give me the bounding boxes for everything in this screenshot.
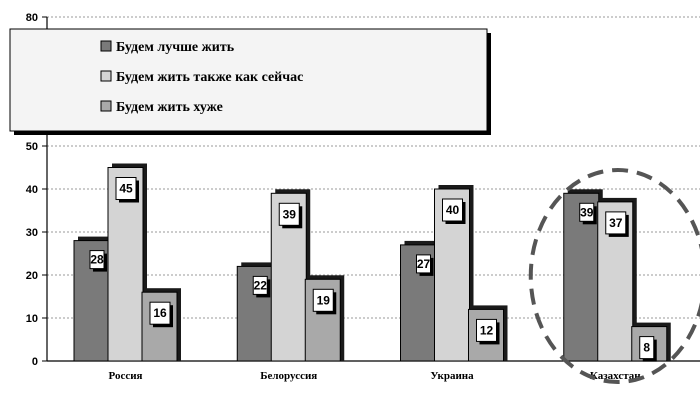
data-label: 22 — [254, 278, 268, 292]
y-tick-label: 50 — [26, 141, 38, 153]
data-label: 12 — [480, 323, 494, 337]
legend-label: Будем жить хуже — [116, 100, 223, 115]
category-label: Украина — [430, 370, 474, 382]
data-label: 39 — [283, 207, 297, 221]
legend: Будем лучше жить Будем жить также как сей… — [10, 29, 491, 135]
y-tick-label: 80 — [26, 12, 38, 24]
data-label: 8 — [643, 341, 650, 355]
category-label: Белоруссия — [260, 370, 317, 382]
y-tick-label: 10 — [26, 313, 38, 325]
legend-swatch — [101, 101, 111, 111]
category-labels: Россия Белоруссия Украина Казахстан — [109, 370, 642, 382]
legend-swatch — [101, 71, 111, 81]
y-tick-label: 20 — [26, 270, 38, 282]
data-label: 16 — [153, 306, 167, 320]
data-label: 37 — [609, 216, 623, 230]
data-label: 28 — [90, 253, 104, 267]
y-tick-label: 0 — [32, 356, 38, 368]
y-tick-label: 40 — [26, 184, 38, 196]
legend-swatch — [101, 41, 111, 51]
data-label: 40 — [446, 203, 460, 217]
legend-label: Будем лучше жить — [116, 40, 235, 55]
data-label: 45 — [119, 182, 133, 196]
data-label: 19 — [317, 293, 331, 307]
data-label: 39 — [580, 205, 594, 219]
bars — [74, 164, 671, 362]
legend-label: Будем жить также как сейчас — [116, 70, 303, 85]
y-tick-label: 30 — [26, 227, 38, 239]
data-label: 27 — [417, 257, 431, 271]
category-label: Россия — [109, 370, 143, 382]
